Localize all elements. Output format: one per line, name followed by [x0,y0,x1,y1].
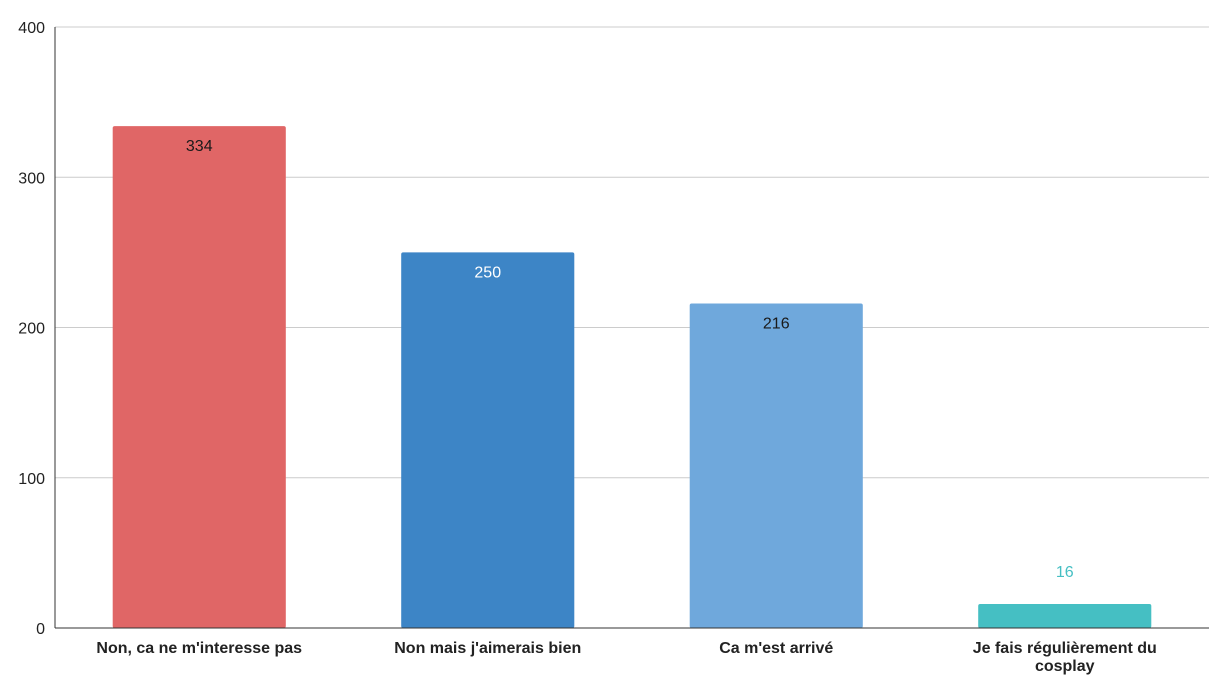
data-label: 216 [763,315,790,332]
bar [401,252,575,628]
data-label: 16 [1056,564,1074,581]
data-label: 334 [186,138,213,155]
bar [689,303,863,628]
y-tick-label: 100 [18,471,45,488]
bar [978,603,1152,628]
x-category-label: Non mais j'aimerais bien [394,640,581,657]
x-category-label: Ca m'est arrivé [719,640,833,657]
axes [54,27,1209,629]
data-label: 250 [474,264,501,281]
y-tick-label: 200 [18,321,45,338]
x-category-label: Non, ca ne m'interesse pas [96,640,302,657]
x-category-label: cosplay [1035,658,1095,675]
y-tick-label: 400 [18,20,45,37]
y-tick-label: 0 [36,621,45,638]
bars [112,126,1152,628]
y-tick-label: 300 [18,170,45,187]
bar [112,126,286,628]
x-category-label: Je fais régulièrement du [973,640,1157,657]
labels: 0 100 200 300 400 334 Non, ca ne m'interesse p… [18,20,1156,675]
